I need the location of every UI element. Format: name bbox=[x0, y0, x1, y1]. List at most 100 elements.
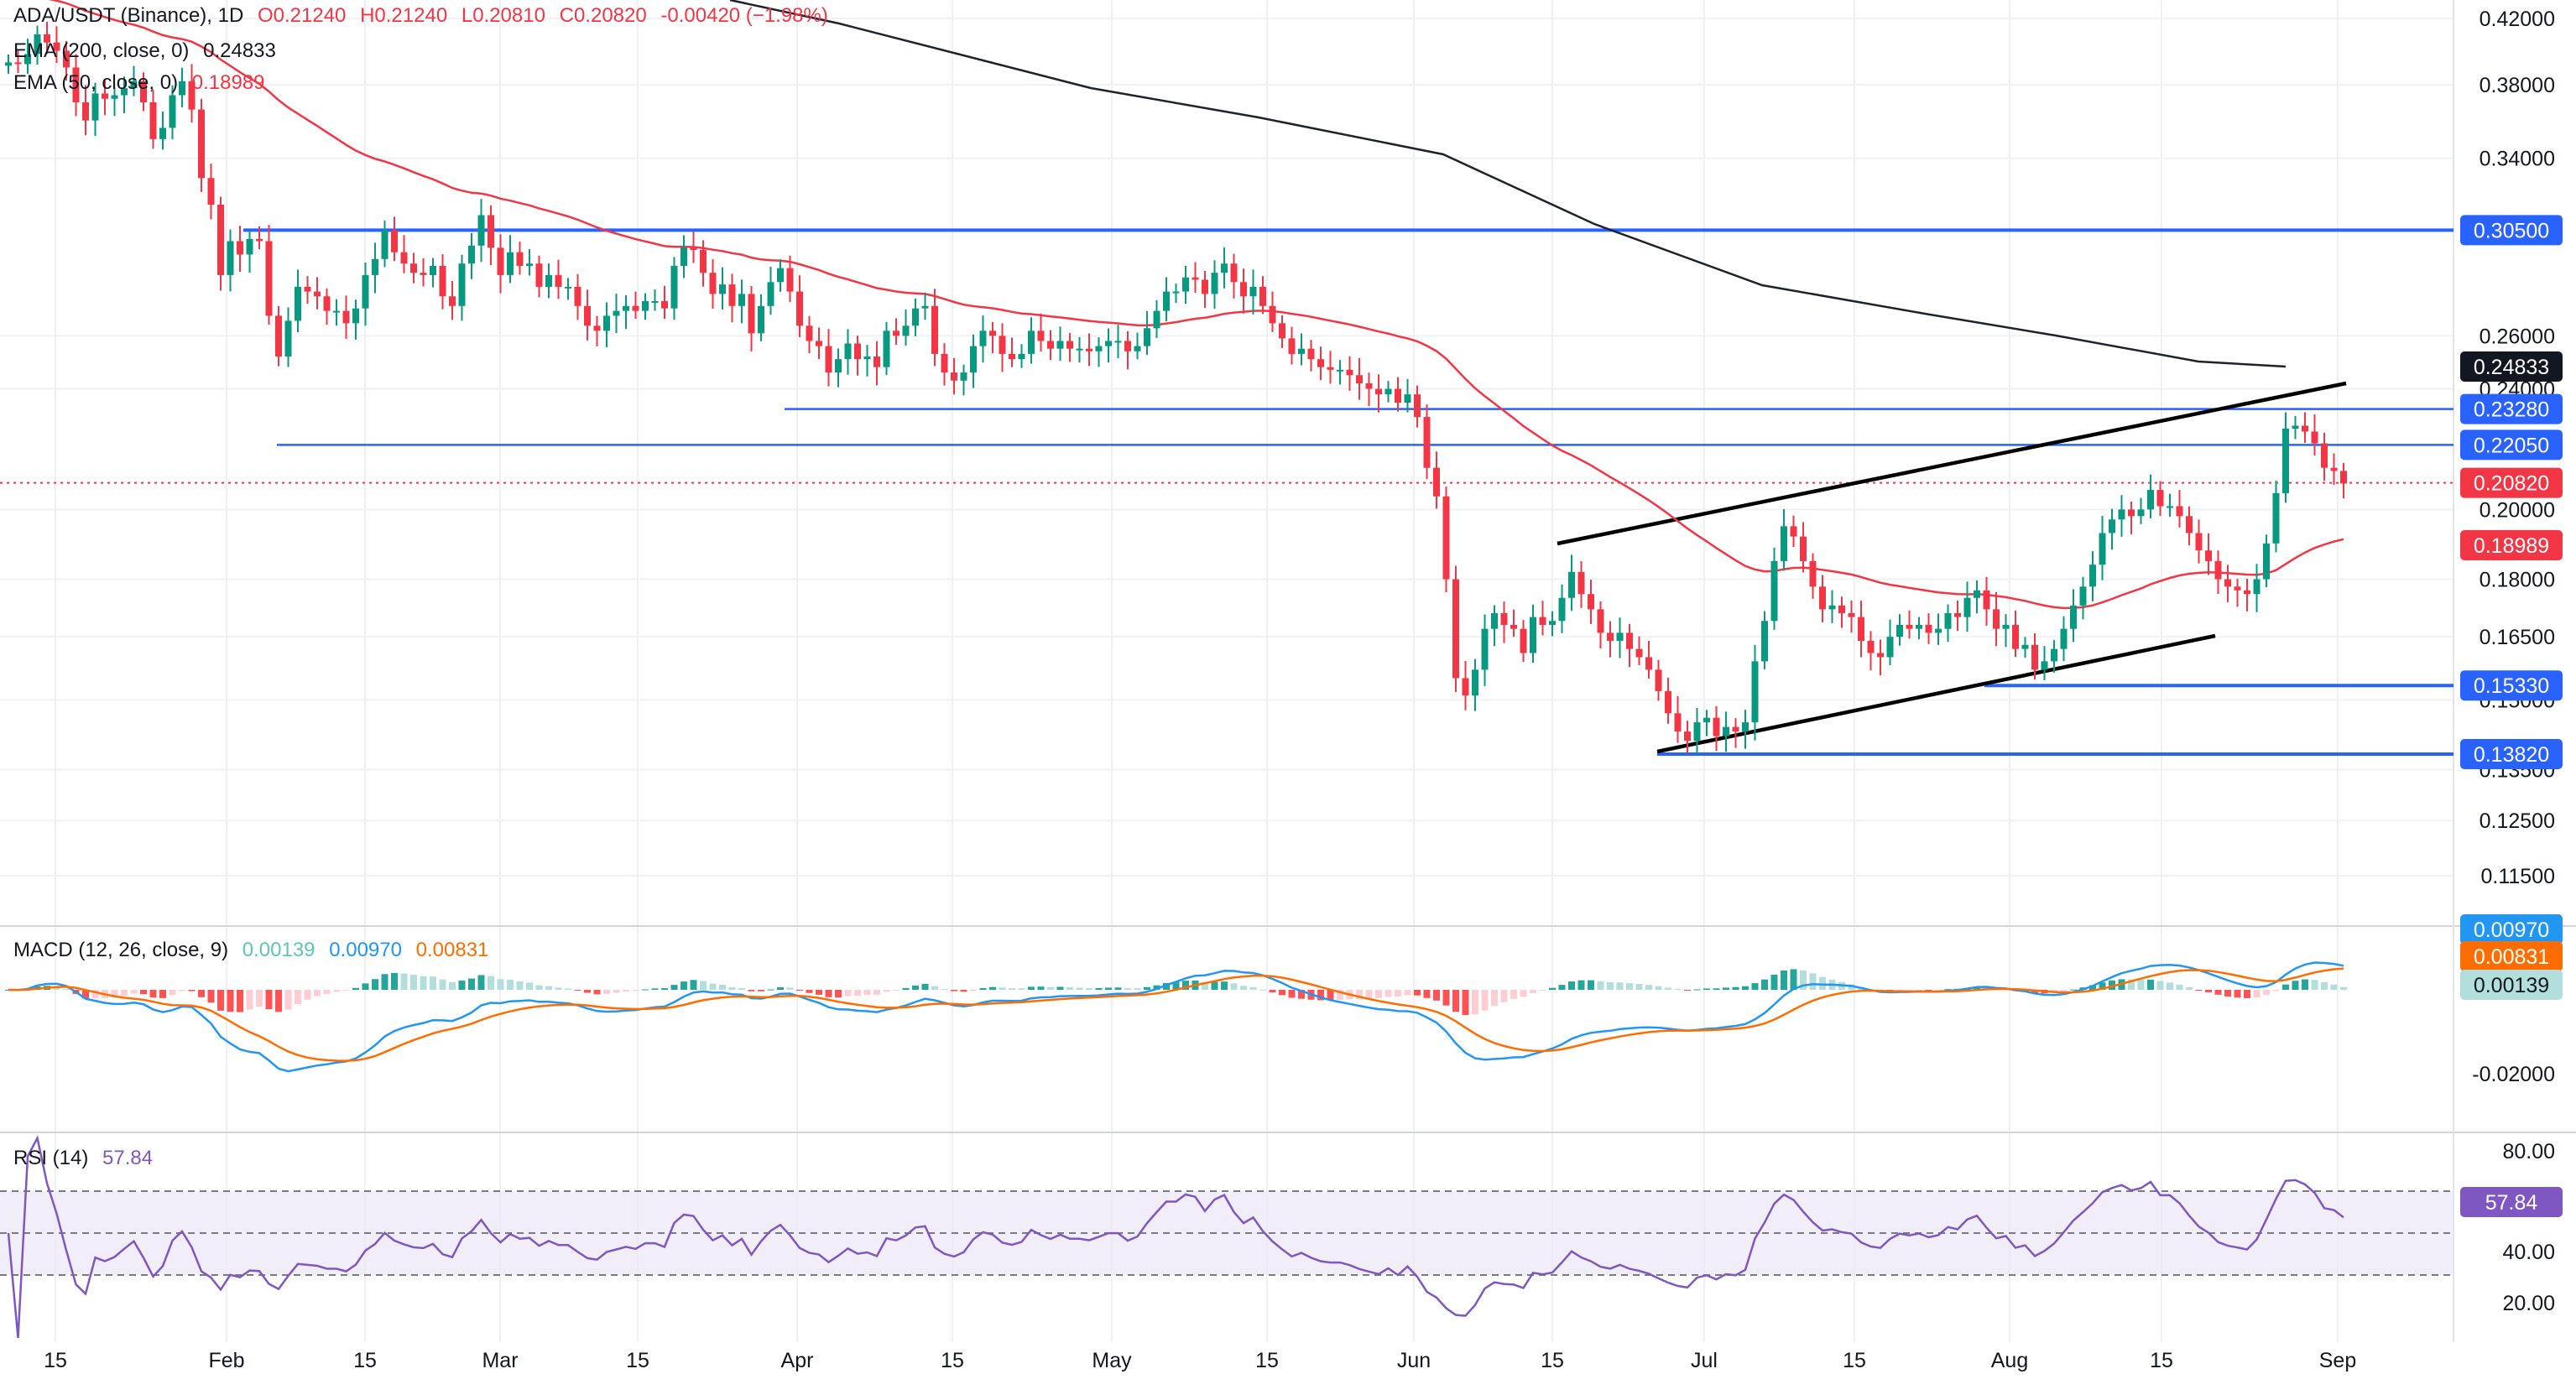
candle bbox=[149, 90, 157, 149]
candle bbox=[738, 279, 745, 324]
candle bbox=[1781, 508, 1787, 571]
macd-signal-tag-bg bbox=[2460, 941, 2563, 971]
candle-body bbox=[1770, 560, 1778, 622]
candle bbox=[632, 291, 639, 320]
candle-body bbox=[53, 42, 60, 51]
ema200-path bbox=[729, 0, 2287, 368]
candle-body bbox=[400, 252, 408, 264]
macd-histogram-bar bbox=[1018, 988, 1025, 990]
candle bbox=[516, 241, 524, 275]
macd-histogram-bar bbox=[1732, 986, 1739, 990]
candle bbox=[921, 292, 929, 320]
candle bbox=[1510, 609, 1517, 638]
macd-histogram-bar bbox=[1674, 989, 1682, 991]
macd-histogram-bar bbox=[806, 990, 813, 993]
candle-body bbox=[82, 102, 89, 121]
candle bbox=[1626, 623, 1633, 668]
macd-pane bbox=[5, 961, 2347, 1073]
candle-body bbox=[1056, 341, 1064, 349]
macd-histogram-bar bbox=[188, 990, 196, 991]
macd-histogram-bar bbox=[758, 990, 764, 991]
macd-histogram-bar bbox=[1124, 988, 1131, 990]
time-tick-label: 15 bbox=[1843, 1349, 1866, 1372]
candle bbox=[1577, 561, 1585, 608]
candle bbox=[1375, 374, 1382, 413]
macd-histogram-bar bbox=[1202, 981, 1208, 990]
macd-histogram-bar bbox=[121, 990, 128, 997]
candle bbox=[1452, 565, 1459, 693]
candle bbox=[806, 315, 813, 354]
macd-histogram-bar bbox=[1182, 981, 1189, 990]
macd-histogram-bar bbox=[1269, 990, 1276, 993]
candle-body bbox=[1558, 597, 1566, 622]
level-tag: 0.30500 bbox=[2460, 215, 2563, 246]
candle bbox=[1993, 591, 2000, 647]
macd-histogram-bar bbox=[2253, 990, 2261, 998]
macd-histogram-bar bbox=[265, 990, 273, 1010]
candle-body bbox=[632, 305, 639, 311]
candle-body bbox=[516, 252, 524, 266]
candle-body bbox=[217, 204, 224, 275]
macd-histogram-bar bbox=[179, 990, 185, 991]
candle-body bbox=[246, 238, 253, 255]
macd-histogram-bar bbox=[1974, 986, 1980, 990]
candle-body bbox=[1963, 597, 1971, 617]
candle-body bbox=[2128, 509, 2135, 517]
level-tag-bg bbox=[2460, 393, 2563, 424]
macd-histogram-bar bbox=[902, 987, 910, 990]
candle bbox=[1047, 330, 1054, 361]
macd-histogram-bar bbox=[449, 981, 456, 990]
candle bbox=[2214, 550, 2222, 595]
candle-body bbox=[5, 62, 12, 66]
macd-histogram-bar bbox=[400, 973, 408, 990]
macd-histogram-bar bbox=[1172, 981, 1180, 990]
candle-body bbox=[1259, 286, 1266, 306]
candle bbox=[970, 334, 977, 388]
candle bbox=[1134, 332, 1141, 360]
candle-body bbox=[1356, 375, 1363, 383]
macd-histogram-bar bbox=[2176, 984, 2183, 990]
macd-histogram-bar bbox=[1491, 990, 1498, 1007]
macd-line-value: 0.00970 bbox=[329, 939, 402, 961]
candle bbox=[535, 255, 543, 298]
candle bbox=[1202, 270, 1208, 308]
price-tick-label: 0.16500 bbox=[2480, 626, 2555, 649]
macd-histogram-bar bbox=[140, 990, 147, 995]
candle bbox=[1867, 631, 1875, 671]
macd-histogram-bar bbox=[786, 987, 794, 990]
candle-body bbox=[670, 265, 678, 309]
candle-body bbox=[709, 273, 717, 294]
macd-histogram-bar bbox=[1028, 986, 1035, 990]
candle bbox=[1500, 601, 1508, 643]
candle bbox=[2147, 474, 2154, 518]
candle-body bbox=[159, 128, 166, 139]
candle bbox=[1124, 330, 1131, 370]
candle-body bbox=[835, 359, 842, 373]
macd-histogram-bar bbox=[1240, 986, 1247, 990]
candle-body bbox=[651, 300, 659, 303]
candle-body bbox=[999, 336, 1006, 354]
macd-histogram-bar bbox=[111, 990, 118, 998]
candle-body bbox=[507, 252, 514, 275]
macd-histogram-bar bbox=[1723, 987, 1729, 990]
candle bbox=[816, 327, 822, 360]
price-tick-label: 0.38000 bbox=[2480, 74, 2555, 97]
candle bbox=[661, 285, 668, 320]
candle bbox=[1539, 601, 1546, 636]
candle-body bbox=[381, 230, 388, 259]
candle bbox=[989, 321, 996, 353]
candle bbox=[777, 259, 784, 292]
high-value: H0.21240 bbox=[360, 4, 448, 27]
macd-histogram-bar bbox=[574, 990, 581, 991]
macd-histogram-bar bbox=[275, 990, 282, 1012]
price-tick-label: 0.11500 bbox=[2480, 865, 2555, 888]
macd-histogram-bar bbox=[1114, 987, 1122, 990]
candle-body bbox=[439, 265, 446, 297]
candle bbox=[1472, 658, 1478, 711]
candle bbox=[2002, 614, 2010, 648]
candle-body bbox=[410, 263, 417, 273]
macd-histogram-bar bbox=[468, 978, 475, 990]
macd-histogram-bar bbox=[2244, 990, 2250, 998]
macd-histogram-bar bbox=[458, 981, 466, 990]
macd-histogram-bar bbox=[1510, 990, 1517, 999]
